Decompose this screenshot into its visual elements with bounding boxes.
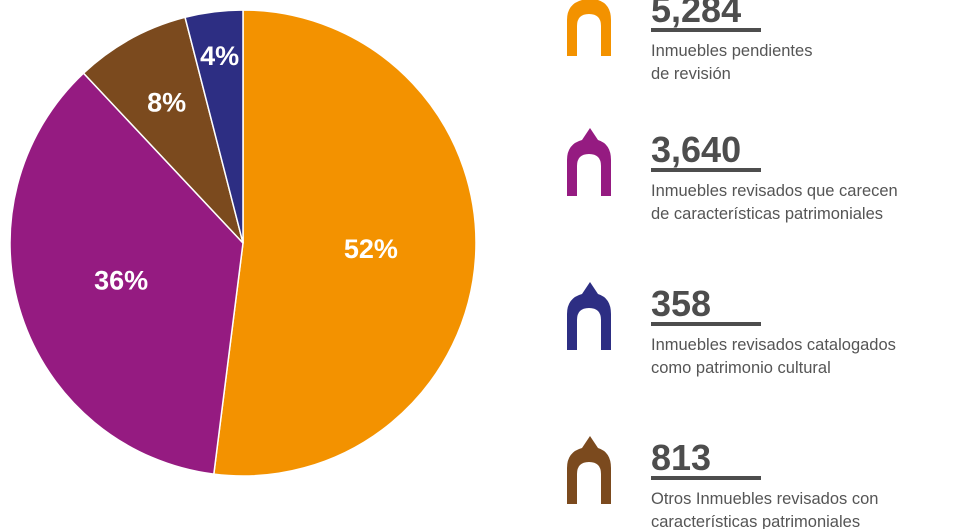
description: Otros Inmuebles revisados con: [651, 490, 878, 508]
pie-slice: [9, 72, 244, 476]
pie-slice: [212, 9, 477, 477]
count-label: 3,640: [651, 129, 741, 170]
description: de revisión: [651, 65, 731, 83]
slice-label: 8%: [147, 87, 186, 117]
description: características patrimoniales: [651, 513, 860, 529]
slice-label: 4%: [200, 41, 239, 71]
legend-item: 5,284 Inmuebles pendientes de revisión: [567, 0, 812, 83]
arch-icon: [567, 282, 611, 350]
description: como patrimonio cultural: [651, 359, 831, 377]
legend-item: 3,640 Inmuebles revisados que carecen de c…: [567, 128, 898, 223]
arch-icon: [567, 128, 611, 196]
arch-icon: [567, 0, 611, 56]
underline: [651, 476, 761, 480]
pie-slice: [184, 9, 244, 244]
pie-slice: [82, 16, 244, 244]
description: Inmuebles revisados que carecen: [651, 182, 898, 200]
arch-icon: [567, 436, 611, 504]
count-label: 358: [651, 283, 711, 324]
slice-label: 52%: [344, 234, 398, 264]
underline: [651, 168, 761, 172]
underline: [651, 322, 761, 326]
underline: [651, 28, 761, 32]
description: de características patrimoniales: [651, 205, 883, 223]
description: Inmuebles revisados catalogados: [651, 336, 896, 354]
legend-item: 813 Otros Inmuebles revisados con caracter…: [567, 436, 878, 529]
count-label: 5,284: [651, 0, 741, 30]
legend-item: 358 Inmuebles revisados catalogados como p…: [567, 282, 896, 377]
description: Inmuebles pendientes: [651, 42, 812, 60]
count-label: 813: [651, 437, 711, 478]
slice-label: 36%: [94, 266, 148, 296]
